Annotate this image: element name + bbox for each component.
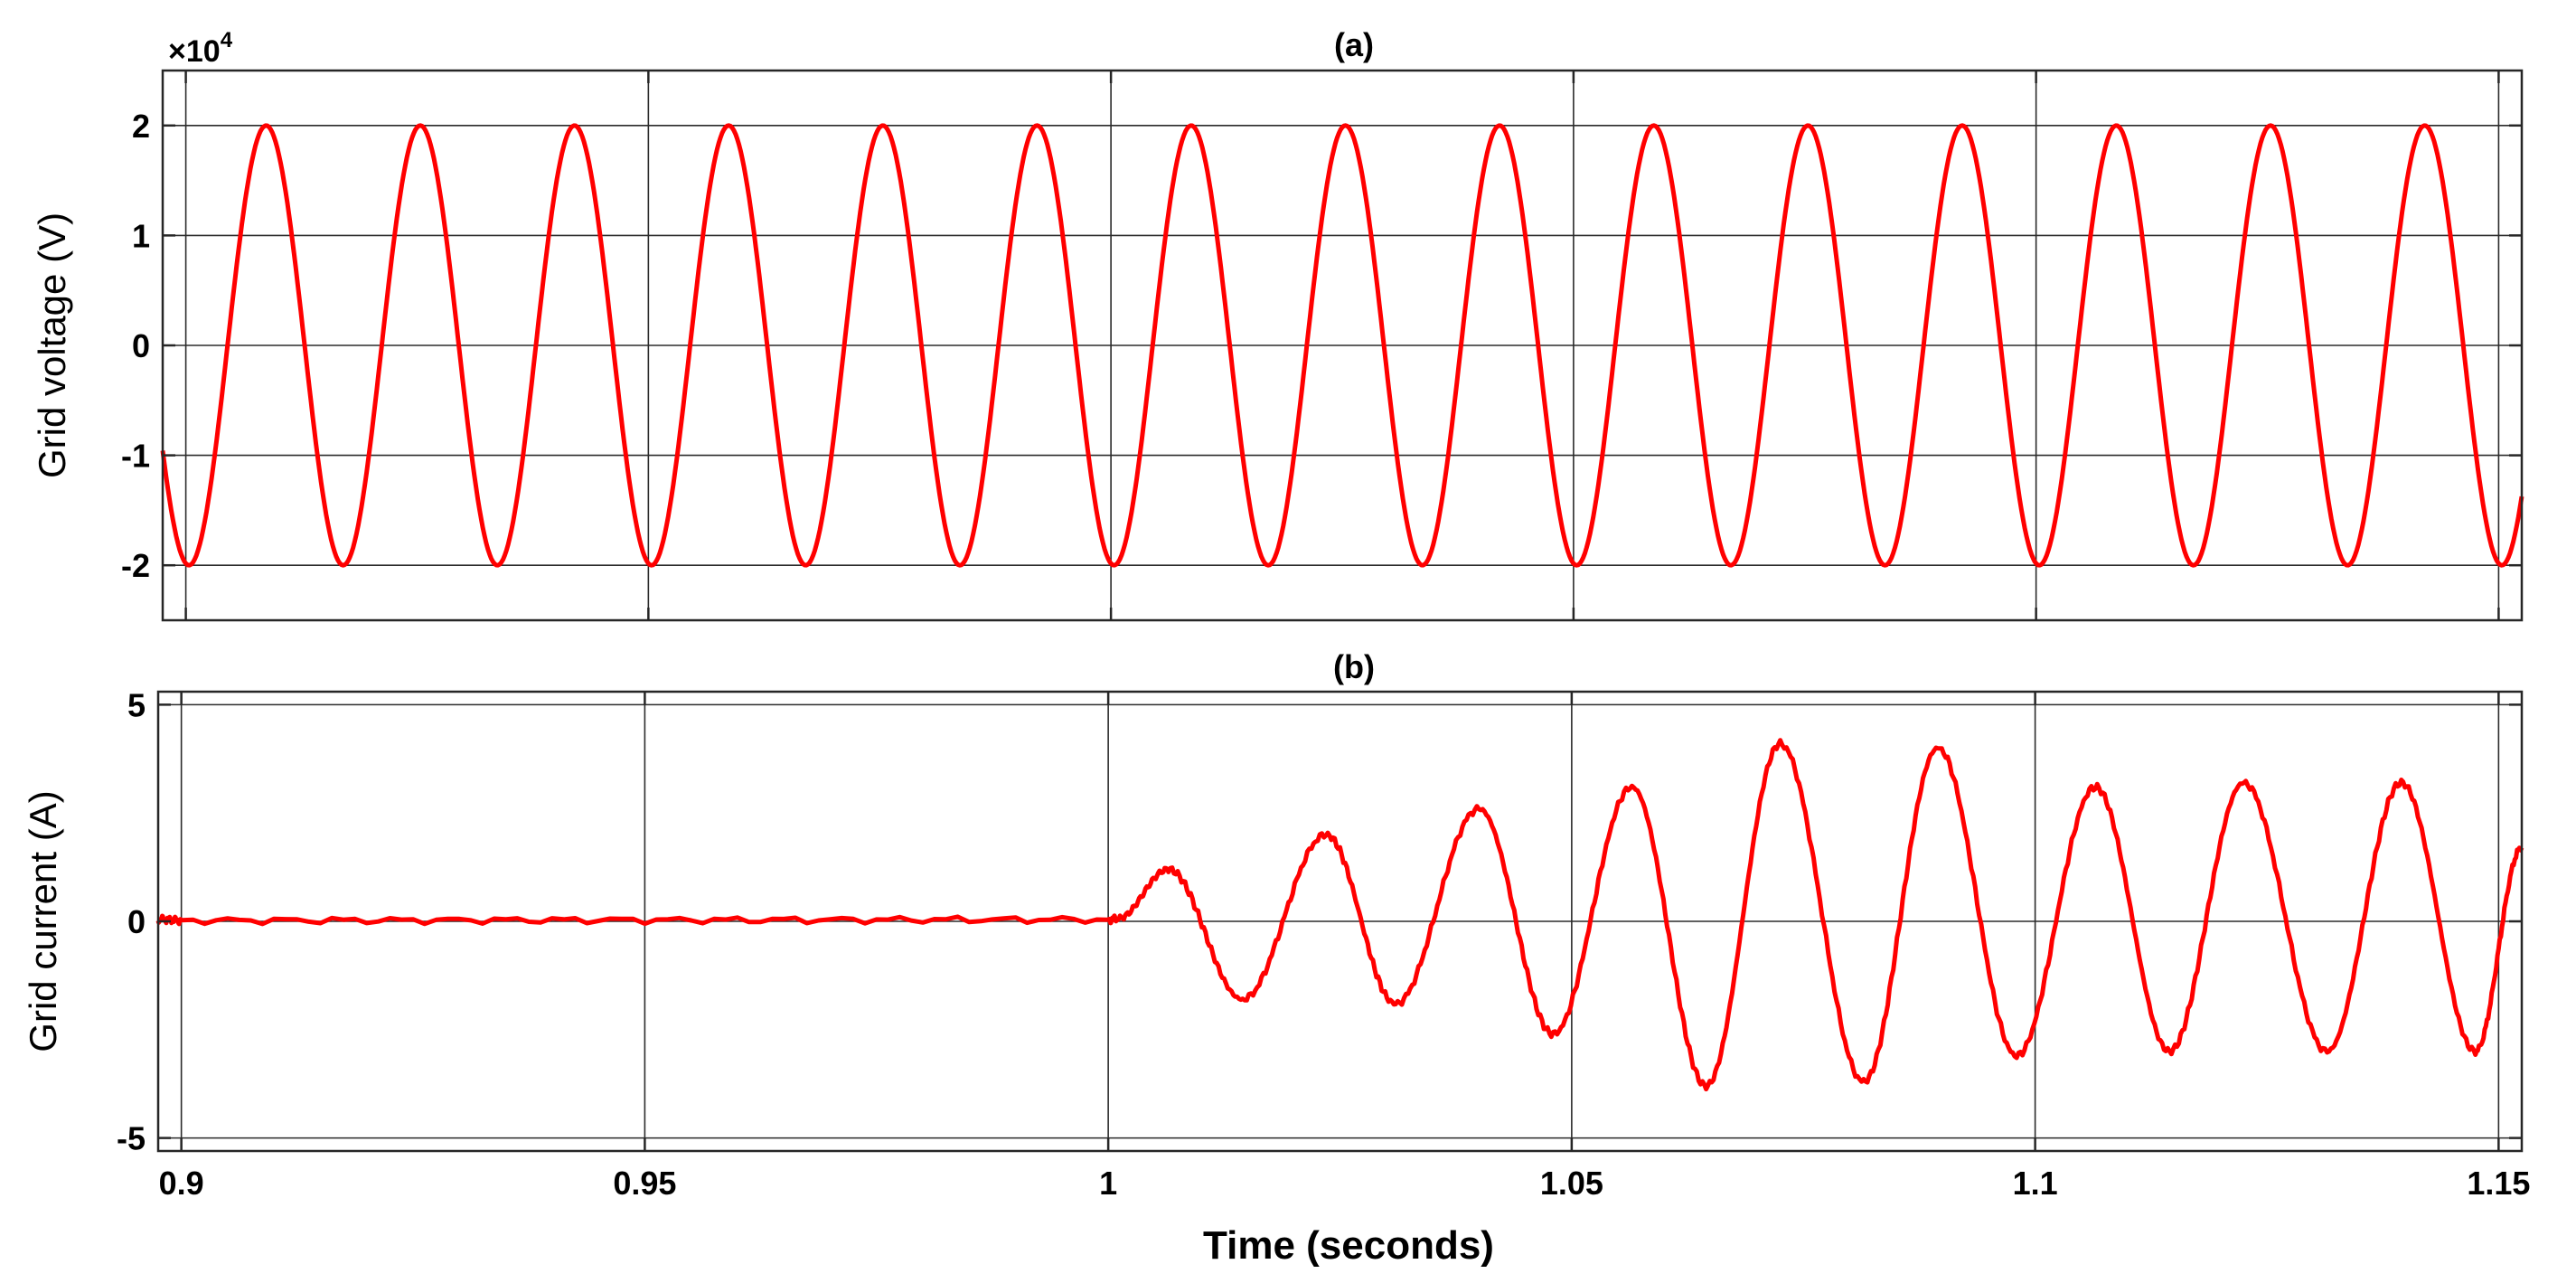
- panel-a-y-tick-label-0: -2: [121, 547, 150, 584]
- panel-a-series-line: [160, 123, 2524, 568]
- panel-b-y-tick-label-2: 5: [127, 686, 146, 723]
- panel-b-tick-marks: [158, 692, 2522, 1151]
- panel-a-y-tick-labels: -2 -1 0 1 2: [121, 108, 150, 584]
- panel-a-y-multiplier: ×104: [168, 28, 233, 69]
- panel-a-y-axis-label: Grid voltage (V): [31, 212, 73, 478]
- panel-b-title: (b): [1333, 648, 1375, 685]
- panel-a-y-tick-label-2: 0: [132, 327, 150, 364]
- panel-b-x-axis-label: Time (seconds): [1203, 1223, 1494, 1268]
- panel-b-grid: [158, 692, 2522, 1151]
- panel-b-y-tick-labels: -5 0 5: [117, 686, 146, 1156]
- panel-b-x-tick-labels: 0.9 0.95 1 1.05 1.1 1.15: [159, 1165, 2531, 1202]
- panel-b-x-tick-label-3: 1.05: [1540, 1165, 1603, 1202]
- panel-b-y-axis-label: Grid current (A): [22, 790, 64, 1052]
- panel-a-y-multiplier-base: ×10: [168, 34, 221, 69]
- panel-a-y-tick-label-4: 2: [132, 108, 150, 145]
- panel-a-tick-marks: [163, 71, 2522, 620]
- panel-b-x-tick-label-1: 0.95: [613, 1165, 676, 1202]
- panel-b-x-tick-label-0: 0.9: [159, 1165, 204, 1202]
- panel-b-series-line: [155, 738, 2524, 1092]
- panel-b-x-tick-label-5: 1.15: [2467, 1165, 2530, 1202]
- panel-b-x-tick-label-4: 1.1: [2013, 1165, 2058, 1202]
- panel-b-y-tick-label-1: 0: [127, 903, 146, 940]
- panel-a-y-tick-label-3: 1: [132, 217, 150, 254]
- panel-b-y-tick-label-0: -5: [117, 1120, 146, 1157]
- panel-b-x-tick-label-2: 1: [1099, 1165, 1117, 1202]
- panel-a-title: (a): [1334, 26, 1374, 63]
- panel-a-y-tick-label-1: -1: [121, 438, 150, 475]
- panel-b: (b) -5 0 5 0.9 0.95 1 1.05 1.1 1.15 Grid curren…: [22, 648, 2530, 1268]
- panel-a: (a) -2 -1 0 1 2 ×104 Grid voltage (V): [31, 26, 2524, 622]
- panel-a-y-multiplier-exponent: 4: [221, 28, 233, 52]
